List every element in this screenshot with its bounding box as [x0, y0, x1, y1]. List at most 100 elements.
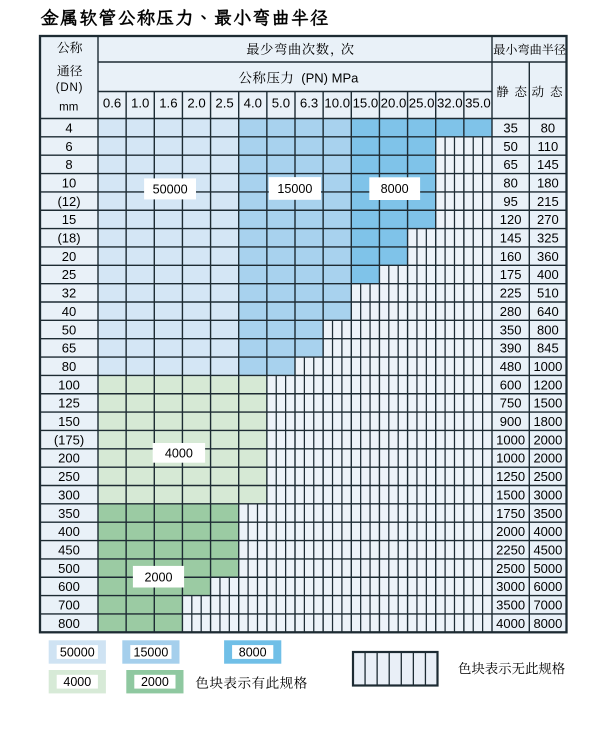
svg-text:125: 125 [58, 396, 80, 411]
svg-text:1.6: 1.6 [159, 96, 177, 111]
svg-text:2000: 2000 [533, 451, 562, 466]
svg-text:(18): (18) [57, 231, 80, 246]
svg-text:(DN): (DN) [56, 82, 83, 94]
svg-text:110: 110 [538, 139, 559, 154]
svg-text:8000: 8000 [239, 645, 267, 659]
svg-text:65: 65 [62, 341, 76, 356]
svg-text:215: 215 [537, 194, 559, 209]
svg-text:600: 600 [500, 377, 522, 392]
svg-text:2250: 2250 [496, 543, 525, 558]
svg-text:0.6: 0.6 [103, 96, 121, 111]
svg-text:15000: 15000 [134, 645, 169, 659]
svg-text:2000: 2000 [496, 524, 525, 539]
svg-text:(PN) MPa: (PN) MPa [301, 71, 359, 86]
svg-text:15000: 15000 [277, 182, 312, 196]
svg-text:270: 270 [537, 212, 559, 227]
svg-text:120: 120 [500, 212, 522, 227]
svg-text:50: 50 [503, 139, 517, 154]
svg-text:800: 800 [537, 322, 559, 337]
svg-text:400: 400 [537, 267, 559, 282]
svg-text:10.0: 10.0 [324, 96, 350, 111]
svg-text:20: 20 [62, 249, 76, 264]
svg-text:1800: 1800 [533, 414, 562, 429]
svg-text:225: 225 [500, 286, 522, 301]
svg-text:80: 80 [541, 120, 555, 135]
svg-text:145: 145 [500, 231, 522, 246]
svg-text:80: 80 [503, 176, 517, 191]
svg-text:4000: 4000 [533, 524, 562, 539]
svg-text:35.0: 35.0 [465, 96, 491, 111]
svg-text:350: 350 [58, 506, 80, 521]
svg-text:6000: 6000 [533, 579, 562, 594]
svg-text:2000: 2000 [144, 570, 172, 584]
svg-text:480: 480 [500, 359, 522, 374]
svg-text:1200: 1200 [533, 377, 562, 392]
svg-text:2500: 2500 [496, 561, 525, 576]
svg-text:360: 360 [537, 249, 559, 264]
svg-text:800: 800 [58, 616, 80, 631]
svg-text:mm: mm [59, 102, 78, 114]
svg-text:600: 600 [58, 579, 80, 594]
svg-text:95: 95 [503, 194, 517, 209]
svg-text:325: 325 [537, 231, 559, 246]
svg-text:510: 510 [537, 286, 559, 301]
svg-text:1000: 1000 [496, 451, 525, 466]
svg-text:500: 500 [58, 561, 80, 576]
svg-text:700: 700 [58, 598, 80, 613]
svg-text:50000: 50000 [60, 645, 95, 659]
svg-text:845: 845 [537, 341, 559, 356]
svg-text:100: 100 [58, 377, 80, 392]
svg-text:10: 10 [62, 176, 76, 191]
svg-text:25: 25 [62, 267, 76, 282]
svg-text:(175): (175) [54, 432, 84, 447]
svg-text:900: 900 [500, 414, 522, 429]
svg-text:450: 450 [58, 543, 80, 558]
svg-text:(12): (12) [57, 194, 80, 209]
svg-text:2.0: 2.0 [187, 96, 205, 111]
svg-text:15.0: 15.0 [353, 96, 379, 111]
svg-text:5000: 5000 [533, 561, 562, 576]
svg-text:250: 250 [58, 469, 80, 484]
svg-text:160: 160 [500, 249, 522, 264]
svg-text:2500: 2500 [533, 469, 562, 484]
svg-text:2000: 2000 [533, 432, 562, 447]
svg-text:3000: 3000 [496, 579, 525, 594]
svg-text:4500: 4500 [533, 543, 562, 558]
svg-text:4: 4 [65, 120, 72, 135]
svg-text:8: 8 [65, 157, 72, 172]
svg-text:2000: 2000 [141, 675, 169, 689]
svg-text:8000: 8000 [381, 182, 409, 196]
svg-text:3000: 3000 [533, 487, 562, 502]
svg-text:4000: 4000 [63, 675, 91, 689]
svg-text:280: 280 [500, 304, 522, 319]
svg-text:4000: 4000 [165, 447, 193, 461]
svg-text:1250: 1250 [496, 469, 525, 484]
svg-text:175: 175 [500, 267, 522, 282]
svg-text:150: 150 [58, 414, 80, 429]
svg-text:300: 300 [58, 487, 80, 502]
svg-text:1000: 1000 [533, 359, 562, 374]
svg-text:50: 50 [62, 322, 76, 337]
svg-text:5.0: 5.0 [272, 96, 290, 111]
svg-text:7000: 7000 [533, 598, 562, 613]
svg-text:1750: 1750 [496, 506, 525, 521]
svg-text:1000: 1000 [496, 432, 525, 447]
svg-text:400: 400 [58, 524, 80, 539]
svg-text:390: 390 [500, 341, 522, 356]
svg-text:35: 35 [503, 120, 517, 135]
svg-text:65: 65 [503, 157, 517, 172]
svg-text:1500: 1500 [496, 487, 525, 502]
svg-text:20.0: 20.0 [381, 96, 407, 111]
svg-text:40: 40 [62, 304, 76, 319]
svg-text:6.3: 6.3 [300, 96, 318, 111]
svg-text:8000: 8000 [533, 616, 562, 631]
svg-text:15: 15 [62, 212, 76, 227]
svg-text:3500: 3500 [533, 506, 562, 521]
svg-text:4.0: 4.0 [244, 96, 262, 111]
svg-text:3500: 3500 [496, 598, 525, 613]
svg-text:350: 350 [500, 322, 522, 337]
svg-text:6: 6 [65, 139, 72, 154]
svg-text:2.5: 2.5 [215, 96, 233, 111]
svg-text:1500: 1500 [533, 396, 562, 411]
svg-text:750: 750 [500, 396, 522, 411]
